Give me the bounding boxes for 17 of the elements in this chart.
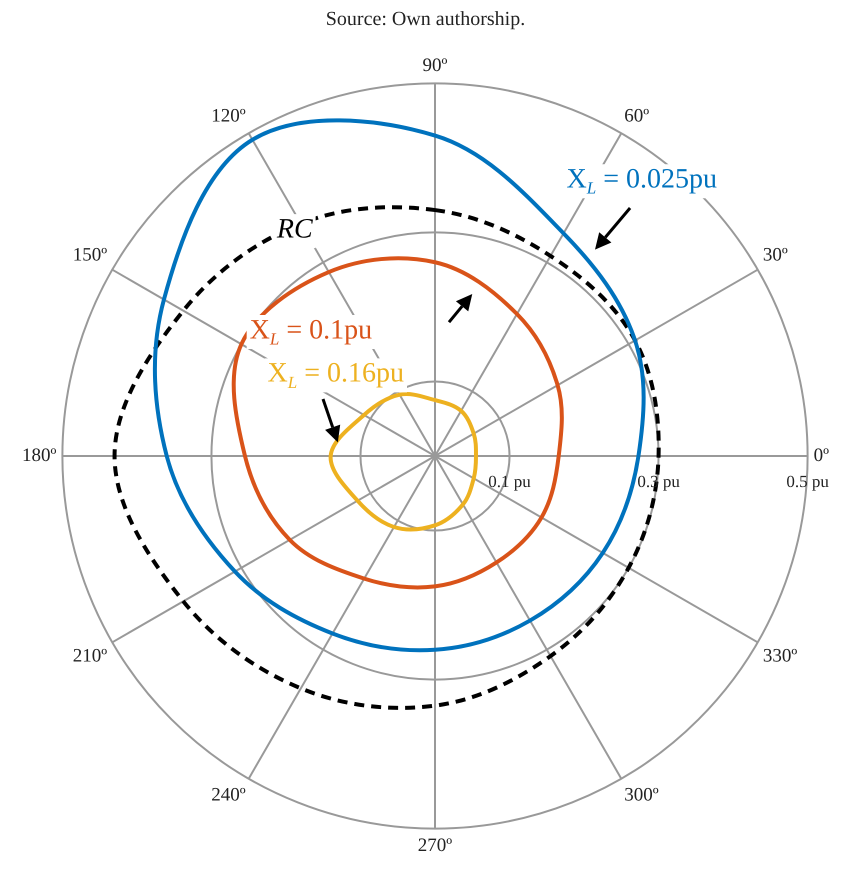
spoke-label: 210º [72,646,108,667]
spoke-label: 330º [762,646,798,667]
spoke-label: 300º [624,784,659,806]
spoke-label: 0º [814,444,830,466]
spoke-label: 120º [211,106,246,127]
series-label: RC [276,213,313,244]
y-tick-label: 0.1 pu [488,472,532,491]
spoke-label: 150º [72,244,108,266]
spoke-label: 60º [624,106,650,127]
source-note: Source: Own authorship. [324,8,526,32]
spoke-label: 240º [211,784,246,806]
spoke-label: 180º [22,444,56,466]
spoke-label: 270º [418,834,452,856]
y-tick-label: 0.3 pu [637,472,680,491]
y-tick-label: 0.5 pu [786,472,830,491]
spoke-label: 30º [762,244,788,266]
spoke-label: 90º [422,54,448,76]
